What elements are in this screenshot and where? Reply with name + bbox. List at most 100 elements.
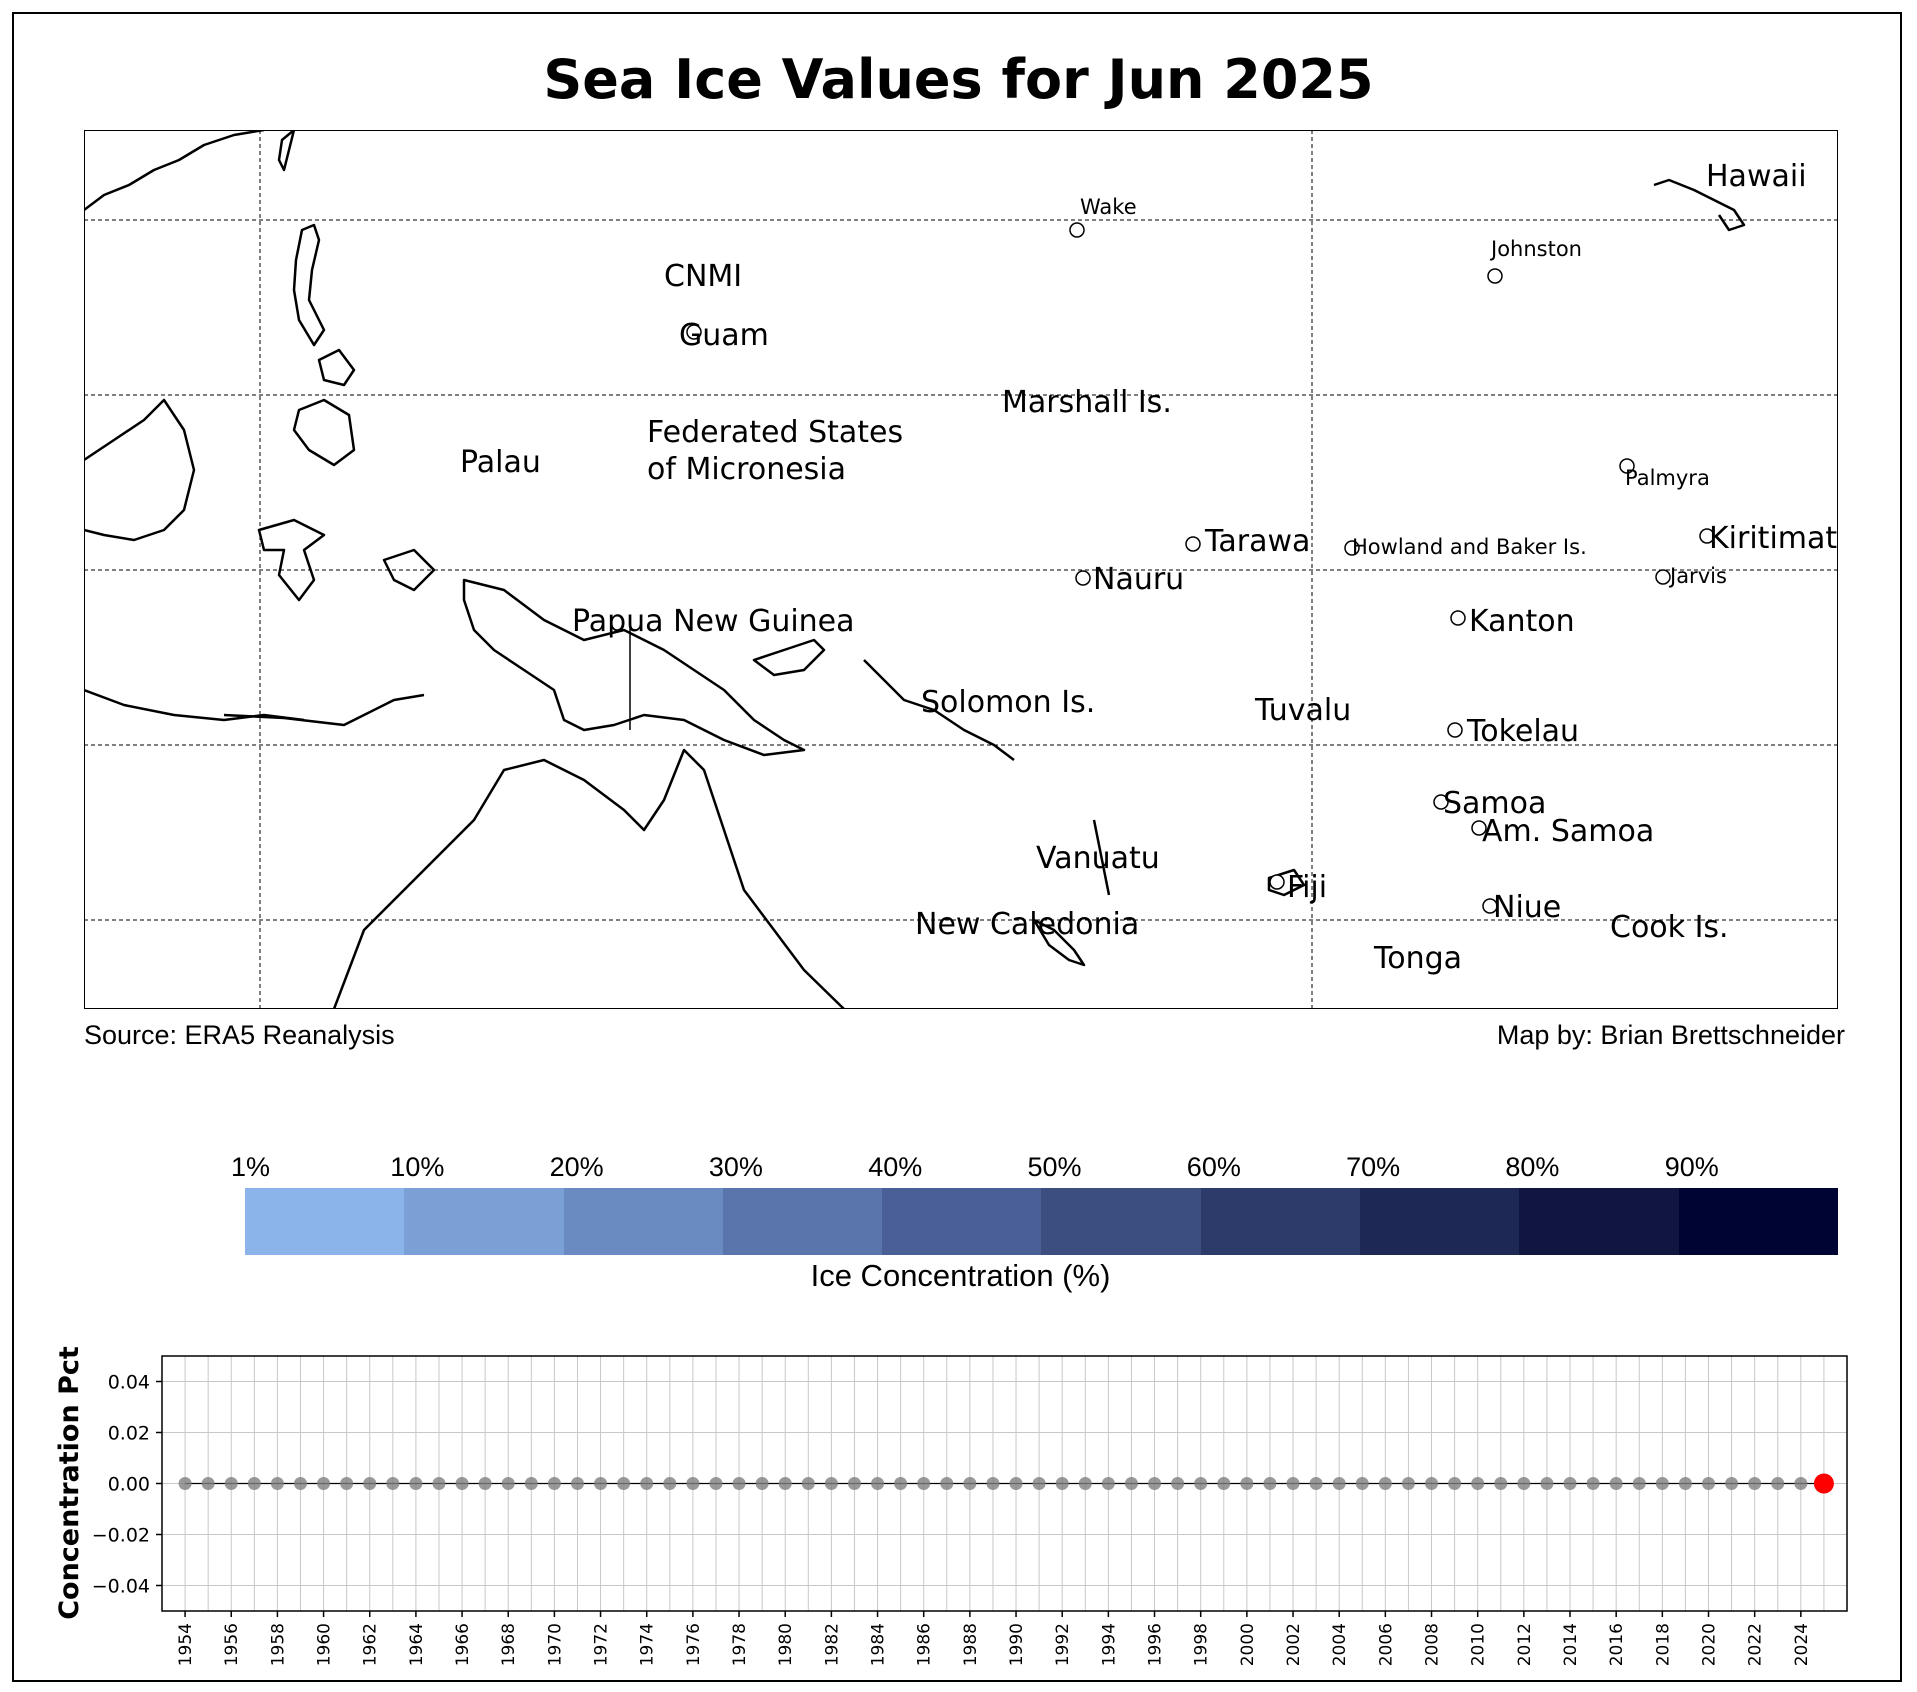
colorbar-segment	[245, 1188, 405, 1255]
data-point	[224, 1477, 238, 1490]
x-tick-label: 1994	[1099, 1623, 1119, 1666]
x-tick-label: 2016	[1607, 1623, 1627, 1666]
coast-halmahera	[382, 548, 436, 592]
data-point	[1517, 1477, 1531, 1490]
data-point	[1540, 1477, 1554, 1490]
y-tick-label: −0.02	[92, 1525, 150, 1547]
data-point	[1217, 1477, 1231, 1490]
colorbar-tick-label: 20%	[549, 1152, 604, 1182]
x-ticks: 1954 1956 1958 1960 1962 1964 1966 1968 1970 1972…	[176, 1611, 1812, 1666]
x-tick-label: 1956	[222, 1623, 242, 1666]
map-label: Fiji	[1287, 870, 1327, 905]
colorbar-tick-label: 30%	[708, 1152, 763, 1182]
x-tick-label: 2014	[1561, 1623, 1581, 1666]
map-label: Hawaii	[1706, 159, 1807, 194]
coastlines	[84, 130, 1746, 1009]
map-label: Samoa	[1443, 786, 1546, 821]
map-label: of Micronesia	[647, 452, 846, 487]
location-marker	[1482, 898, 1498, 914]
coast-asia-mainland	[84, 130, 265, 211]
colorbar-tick-label: 50%	[1027, 1152, 1082, 1182]
colorbar-tick-label: 1%	[231, 1152, 271, 1182]
x-tick-label: 1980	[776, 1623, 796, 1666]
map-label: Kanton	[1469, 604, 1575, 639]
figure-title: Sea Ice Values for Jun 2025	[543, 48, 1374, 111]
x-tick-label: 2000	[1238, 1623, 1258, 1666]
colorbar-segment	[1519, 1188, 1679, 1255]
data-point	[455, 1477, 469, 1490]
data-point	[293, 1477, 307, 1490]
colorbar-tick-label: 60%	[1186, 1152, 1241, 1182]
timeseries-chart: 0.040.020.00−0.02−0.04 1954 1956 1958 1960 1…	[54, 1346, 1848, 1666]
map-label: Cook Is.	[1610, 910, 1729, 945]
location-marker	[1699, 528, 1715, 544]
data-point	[178, 1477, 192, 1490]
data-point	[755, 1477, 769, 1490]
location-marker	[1269, 874, 1285, 890]
data-point	[1078, 1477, 1092, 1490]
map-label: Howland and Baker Is.	[1352, 535, 1587, 559]
map-label: Vanuatu	[1036, 841, 1160, 876]
colorbar-tick-label: 10%	[390, 1152, 445, 1182]
data-point	[1009, 1477, 1023, 1490]
map-credit: Map by: Brian Brettschneider	[1496, 1020, 1845, 1050]
location-marker	[1075, 570, 1091, 586]
data-point	[940, 1477, 954, 1490]
map-label: Palau	[460, 445, 541, 480]
figure-frame	[12, 12, 1902, 1682]
map-label: Tuvalu	[1254, 693, 1351, 728]
map-label: Niue	[1493, 890, 1561, 925]
current-year-point	[1813, 1473, 1834, 1494]
data-point	[1055, 1477, 1069, 1490]
map-label: Tonga	[1373, 941, 1462, 976]
data-point	[663, 1477, 677, 1490]
data-point	[1171, 1477, 1185, 1490]
x-tick-label: 2020	[1700, 1623, 1720, 1666]
data-point	[524, 1477, 538, 1490]
coast-fiji	[1267, 868, 1306, 897]
location-marker	[1450, 610, 1466, 626]
x-tick-label: 2008	[1423, 1623, 1443, 1666]
data-point	[778, 1477, 792, 1490]
data-point	[1332, 1477, 1346, 1490]
coast-sulawesi	[257, 518, 326, 602]
data-point	[801, 1477, 815, 1490]
x-tick-label: 1958	[268, 1623, 288, 1666]
x-tick-label: 1998	[1192, 1623, 1212, 1666]
x-tick-label: 1962	[361, 1623, 381, 1666]
data-point	[1794, 1477, 1808, 1490]
colorbar-segment	[563, 1188, 723, 1255]
data-point	[594, 1477, 608, 1490]
x-tick-label: 2018	[1653, 1623, 1673, 1666]
data-point	[1240, 1477, 1254, 1490]
location-marker	[1447, 722, 1463, 738]
data-point	[1425, 1477, 1439, 1490]
data-point	[1609, 1477, 1623, 1490]
data-point	[617, 1477, 631, 1490]
x-tick-label: 2012	[1515, 1623, 1535, 1666]
location-marker	[1487, 268, 1503, 284]
location-marker	[1655, 569, 1671, 585]
coast-new-guinea	[462, 578, 806, 757]
coast-new-caledonia	[1032, 918, 1086, 967]
data-point	[1148, 1477, 1162, 1490]
data-point	[1378, 1477, 1392, 1490]
x-tick-label: 1976	[684, 1623, 704, 1666]
data-point	[686, 1477, 700, 1490]
location-marker	[1471, 820, 1487, 836]
map-labels: Hawaii Wake Johnston CNMI Guam Marshall Is. Fe…	[460, 159, 1838, 976]
colorbar-segment	[1360, 1188, 1520, 1255]
x-tick-label: 1992	[1053, 1623, 1073, 1666]
data-point	[501, 1477, 515, 1490]
data-point	[270, 1477, 284, 1490]
data-point	[547, 1477, 561, 1490]
data-point	[986, 1477, 1000, 1490]
map-label: Johnston	[1489, 237, 1582, 261]
data-point	[1401, 1477, 1415, 1490]
colorbar-segment	[1041, 1188, 1201, 1255]
y-ticks: 0.04 0.02 0.00 −0.02 −0.04	[92, 1372, 162, 1598]
data-point	[847, 1477, 861, 1490]
data-point	[824, 1477, 838, 1490]
data-point	[1263, 1477, 1277, 1490]
source-credit: Source: ERA5 Reanalysis	[84, 1020, 395, 1050]
